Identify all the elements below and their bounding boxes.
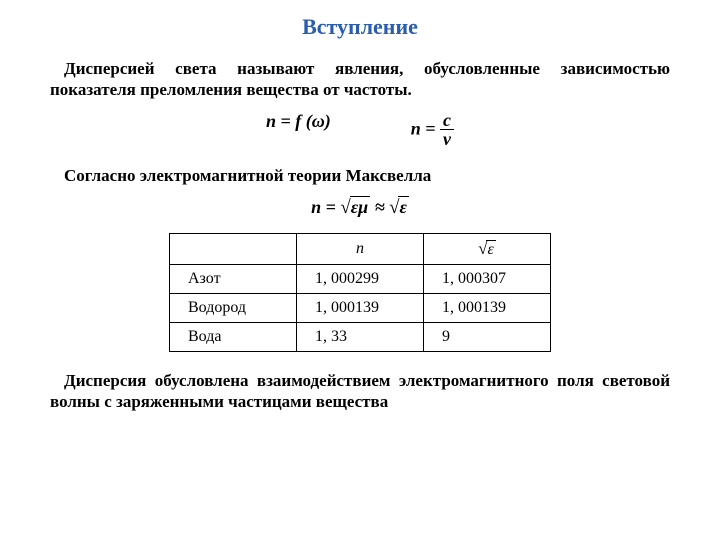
cell-s: 9 — [424, 322, 551, 351]
table-row: Азот 1, 000299 1, 000307 — [170, 264, 551, 293]
cell-name: Водород — [170, 293, 297, 322]
fraction-c-over-v: c v — [440, 111, 454, 150]
approx-symbol: ≈ — [370, 197, 389, 217]
table-row: Вода 1, 33 9 — [170, 322, 551, 351]
fraction-numerator: c — [440, 111, 454, 130]
sqrt-eps: ε — [389, 197, 409, 219]
header-sqrt-eps: ε — [424, 233, 551, 264]
cell-name: Азот — [170, 264, 297, 293]
slide-title: Вступление — [50, 14, 670, 40]
table-row: Водород 1, 000139 1, 000139 — [170, 293, 551, 322]
data-table: n ε Азот 1, 000299 1, 000307 Водород 1, … — [169, 233, 551, 352]
maxwell-lhs: n = — [311, 197, 340, 217]
formula-ncv-lhs: n = — [411, 118, 436, 138]
formula-row-1: n = f (ω) n = c v — [50, 111, 670, 150]
cell-s: 1, 000139 — [424, 293, 551, 322]
maxwell-paragraph: Согласно электромагнитной теории Максвел… — [50, 165, 670, 186]
slide-container: Вступление Дисперсией света называют явл… — [0, 0, 720, 432]
header-n: n — [297, 233, 424, 264]
header-blank — [170, 233, 297, 264]
sqrt-eps-mu: εμ — [340, 197, 370, 219]
table-header-row: n ε — [170, 233, 551, 264]
formula-n-f-omega: n = f (ω) — [266, 111, 331, 150]
cell-n: 1, 33 — [297, 322, 424, 351]
header-sqrt-icon: ε — [478, 239, 496, 259]
cell-n: 1, 000139 — [297, 293, 424, 322]
intro-paragraph: Дисперсией света называют явления, обусл… — [50, 58, 670, 101]
fraction-denominator: v — [440, 130, 454, 150]
formula-n-c-over-v: n = c v — [411, 111, 454, 150]
radicand-eps-mu: εμ — [350, 196, 370, 217]
formula-maxwell: n = εμ ≈ ε — [50, 197, 670, 219]
conclusion-paragraph: Дисперсия обусловлена взаимодействием эл… — [50, 370, 670, 413]
radicand-eps: ε — [398, 196, 408, 217]
cell-name: Вода — [170, 322, 297, 351]
header-sqrt-radicand: ε — [486, 240, 495, 258]
cell-n: 1, 000299 — [297, 264, 424, 293]
cell-s: 1, 000307 — [424, 264, 551, 293]
